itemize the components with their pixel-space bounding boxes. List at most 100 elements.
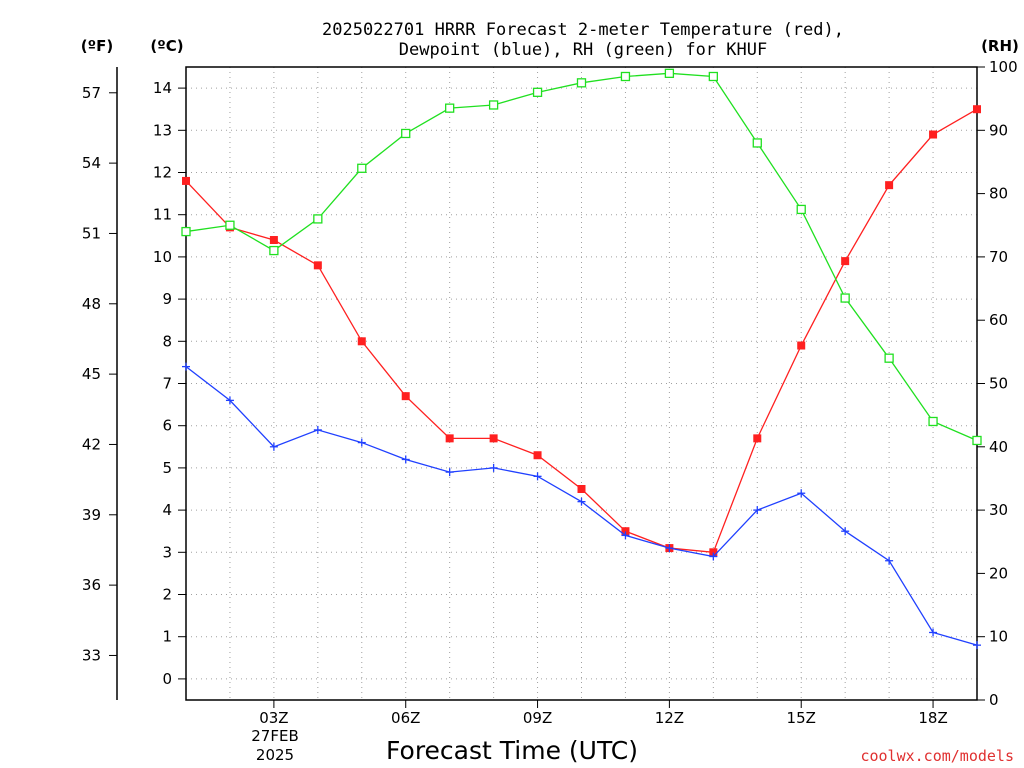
tick-label-fahrenheit: 51 bbox=[82, 224, 101, 242]
tick-label-celsius: 13 bbox=[153, 121, 172, 139]
data-point-temperature bbox=[753, 434, 762, 443]
data-point-rh bbox=[840, 293, 850, 303]
tick-label-celsius: 9 bbox=[162, 290, 172, 308]
tick-label-x: 09Z bbox=[523, 709, 552, 727]
axes bbox=[109, 66, 985, 708]
tick-label-celsius: 12 bbox=[153, 164, 172, 182]
tick-label-rh: 90 bbox=[989, 121, 1008, 139]
tick-label-celsius: 7 bbox=[162, 375, 172, 393]
tick-label-x: 06Z bbox=[391, 709, 420, 727]
tick-label-celsius: 10 bbox=[153, 248, 172, 266]
tick-label-rh: 30 bbox=[989, 501, 1008, 519]
chart-title-line1: 2025022701 HRRR Forecast 2-meter Tempera… bbox=[322, 20, 844, 40]
data-point-temperature bbox=[797, 341, 806, 350]
data-point-rh bbox=[488, 100, 499, 110]
data-series bbox=[181, 68, 982, 650]
x-axis-label: Forecast Time (UTC) bbox=[386, 736, 638, 765]
data-point-dewpoint bbox=[621, 531, 630, 540]
tick-label-rh: 0 bbox=[989, 691, 999, 709]
data-point-temperature bbox=[929, 130, 938, 139]
watermark: coolwx.com/models bbox=[860, 747, 1014, 765]
tick-label-fahrenheit: 48 bbox=[82, 295, 101, 313]
data-point-temperature bbox=[621, 527, 630, 536]
tick-label-rh: 80 bbox=[989, 185, 1008, 203]
data-point-rh bbox=[225, 220, 235, 230]
data-point-temperature bbox=[577, 485, 586, 493]
data-point-temperature bbox=[401, 392, 410, 401]
tick-label-rh: 100 bbox=[989, 58, 1018, 76]
data-point-rh bbox=[752, 138, 762, 148]
tick-label-x: 15Z bbox=[787, 709, 816, 727]
tick-label-rh: 70 bbox=[989, 248, 1008, 266]
tick-label-fahrenheit: 36 bbox=[82, 576, 101, 594]
data-point-dewpoint bbox=[709, 552, 718, 561]
data-point-dewpoint bbox=[313, 425, 322, 434]
data-point-temperature bbox=[533, 451, 542, 460]
tick-label-celsius: 3 bbox=[162, 543, 172, 561]
data-point-rh bbox=[796, 204, 806, 215]
tick-label-rh: 40 bbox=[989, 438, 1008, 456]
tick-label-celsius: 1 bbox=[162, 628, 172, 646]
unit-label-rh: (RH) bbox=[981, 37, 1019, 55]
tick-label-celsius: 6 bbox=[162, 417, 172, 435]
data-point-dewpoint bbox=[841, 527, 850, 536]
data-point-temperature bbox=[841, 257, 850, 266]
data-point-rh bbox=[972, 435, 982, 446]
data-point-temperature bbox=[445, 434, 454, 443]
data-point-dewpoint bbox=[401, 455, 410, 464]
tick-label-fahrenheit: 54 bbox=[82, 154, 101, 172]
tick-label-celsius: 0 bbox=[162, 670, 172, 688]
data-point-rh bbox=[884, 353, 894, 363]
data-point-rh bbox=[664, 68, 675, 78]
tick-label-fahrenheit: 39 bbox=[82, 506, 101, 524]
tick-label-celsius: 8 bbox=[162, 332, 172, 350]
data-point-dewpoint bbox=[182, 362, 190, 371]
data-point-rh bbox=[181, 226, 191, 237]
series-dewpoint bbox=[182, 362, 981, 650]
data-point-rh bbox=[532, 87, 543, 97]
tick-label-rh: 60 bbox=[989, 311, 1008, 329]
series-line-dewpoint bbox=[185, 366, 978, 646]
tick-label-fahrenheit: 42 bbox=[82, 435, 101, 453]
tick-label-celsius: 4 bbox=[162, 501, 172, 519]
data-point-dewpoint bbox=[753, 506, 762, 515]
data-point-dewpoint bbox=[973, 641, 981, 650]
data-point-rh bbox=[269, 245, 279, 256]
tick-label-fahrenheit: 45 bbox=[82, 365, 101, 383]
tick-label-x: 12Z bbox=[655, 709, 684, 727]
unit-label-celsius: (ºC) bbox=[150, 37, 183, 55]
data-point-dewpoint bbox=[885, 556, 894, 565]
data-point-dewpoint bbox=[577, 497, 586, 506]
data-point-dewpoint bbox=[929, 628, 938, 637]
data-point-dewpoint bbox=[445, 468, 454, 477]
tick-label-celsius: 5 bbox=[162, 459, 172, 477]
data-point-dewpoint bbox=[269, 442, 278, 451]
series-rh bbox=[181, 68, 982, 446]
series-temperature bbox=[182, 105, 981, 557]
date-label-line1: 27FEB bbox=[251, 727, 298, 745]
chart-title-line2: Dewpoint (blue), RH (green) for KHUF bbox=[399, 40, 767, 60]
tick-label-rh: 20 bbox=[989, 564, 1008, 582]
data-point-rh bbox=[401, 128, 411, 139]
tick-label-rh: 10 bbox=[989, 628, 1008, 646]
data-point-rh bbox=[445, 103, 455, 113]
data-point-dewpoint bbox=[489, 463, 498, 472]
data-point-dewpoint bbox=[357, 438, 366, 447]
data-point-rh bbox=[313, 214, 323, 224]
tick-label-x: 03Z bbox=[259, 709, 288, 727]
tick-label-fahrenheit: 57 bbox=[82, 84, 101, 102]
tick-label-fahrenheit: 33 bbox=[82, 646, 101, 664]
data-point-rh bbox=[620, 71, 631, 82]
data-point-temperature bbox=[489, 434, 498, 443]
tick-label-celsius: 14 bbox=[153, 79, 172, 97]
data-point-temperature bbox=[269, 236, 278, 245]
tick-label-celsius: 2 bbox=[162, 586, 172, 604]
tick-label-rh: 50 bbox=[989, 375, 1008, 393]
unit-label-fahrenheit: (ºF) bbox=[81, 37, 113, 55]
data-point-dewpoint bbox=[665, 544, 674, 553]
tick-label-celsius: 11 bbox=[153, 206, 172, 224]
data-point-dewpoint bbox=[533, 472, 542, 481]
data-point-rh bbox=[357, 163, 367, 173]
data-point-temperature bbox=[885, 181, 894, 190]
